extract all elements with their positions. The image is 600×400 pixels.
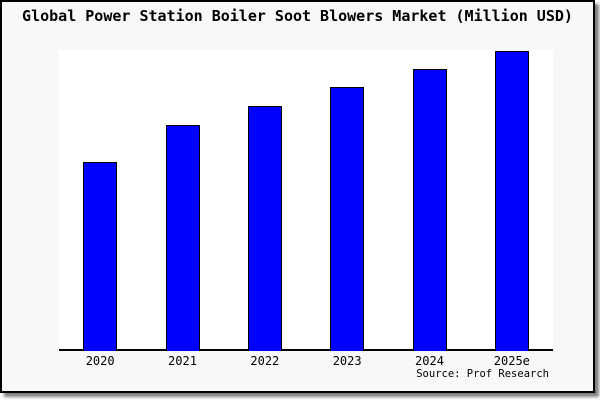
- x-tick-label-2020: 2020: [85, 354, 115, 368]
- x-axis-line: [59, 349, 553, 351]
- x-tick-label-2021: 2021: [168, 354, 197, 368]
- bar-2024: [412, 69, 447, 351]
- bar-2023: [330, 87, 365, 351]
- bar-2025e: [494, 51, 529, 351]
- bar-2022: [247, 106, 282, 351]
- bar-2020: [83, 162, 118, 351]
- plot-area: [59, 50, 553, 351]
- chart-card: Global Power Station Boiler Soot Blowers…: [0, 0, 595, 393]
- chart-title: Global Power Station Boiler Soot Blowers…: [22, 7, 573, 25]
- x-tick-label-2023: 2023: [332, 354, 362, 368]
- x-tick-label-2022: 2022: [250, 354, 280, 368]
- x-tick-label-2024: 2024: [415, 354, 444, 368]
- x-tick-label-2025e: 2025e: [493, 354, 530, 368]
- bar-2021: [165, 125, 200, 351]
- source-note: Source: Prof Research: [416, 368, 549, 380]
